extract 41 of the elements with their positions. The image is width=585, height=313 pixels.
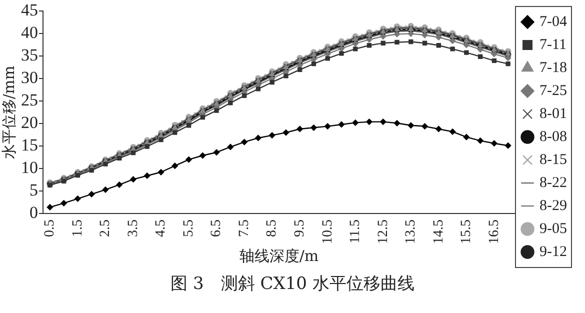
legend-label: 8-01 xyxy=(540,106,568,122)
x-tick-label: 5.5 xyxy=(181,220,196,237)
legend-label: 9-12 xyxy=(540,244,568,260)
x-tick-label: 3.5 xyxy=(126,220,141,237)
x-tick-label: 11.5 xyxy=(348,220,364,244)
y-axis-title: 水平位移/mm xyxy=(0,66,18,160)
legend-label: 9-05 xyxy=(540,220,568,237)
x-tick-label: 13.5 xyxy=(404,220,419,244)
x-tick-label: 1.5 xyxy=(70,220,86,237)
x-tick-label: 14.5 xyxy=(431,220,446,244)
x-tick-label: 4.5 xyxy=(154,220,169,237)
legend-label: 7-18 xyxy=(540,60,568,76)
x-tick-label: 0.5 xyxy=(42,220,58,237)
x-tick-label: 16.5 xyxy=(486,220,502,244)
legend-label: 7-25 xyxy=(540,82,568,99)
y-tick-label: 30 xyxy=(21,68,38,88)
legend-label: 8-15 xyxy=(540,152,568,168)
y-tick-label: 40 xyxy=(21,23,38,42)
legend-label: 8-22 xyxy=(540,174,568,191)
y-tick-label: 25 xyxy=(21,90,38,110)
y-tick-label: 35 xyxy=(21,46,38,65)
x-axis-title: 轴线深度/m xyxy=(239,246,319,265)
legend-label: 7-11 xyxy=(540,36,566,53)
y-tick-label: 5 xyxy=(30,180,38,200)
x-tick-label: 7.5 xyxy=(236,220,252,237)
x-tick-label: 12.5 xyxy=(376,220,391,244)
y-tick-label: 45 xyxy=(21,0,38,20)
y-tick-label: 20 xyxy=(21,113,38,132)
x-tick-label: 8.5 xyxy=(264,220,280,237)
legend-label: 8-08 xyxy=(540,128,568,145)
y-tick-label: 10 xyxy=(21,158,38,178)
x-tick-label: 2.5 xyxy=(98,220,114,237)
y-tick-label: 15 xyxy=(21,136,38,155)
y-tick-label: 0 xyxy=(30,202,38,222)
x-tick-label: 10.5 xyxy=(320,220,336,244)
legend-label: 8-29 xyxy=(540,198,568,214)
legend-label: 7-04 xyxy=(540,14,568,30)
x-tick-label: 9.5 xyxy=(292,220,308,237)
x-tick-label: 15.5 xyxy=(459,220,474,244)
x-tick-label: 6.5 xyxy=(209,220,224,237)
text: 图 3 测斜 CX10 水平位移曲线 xyxy=(170,273,416,295)
